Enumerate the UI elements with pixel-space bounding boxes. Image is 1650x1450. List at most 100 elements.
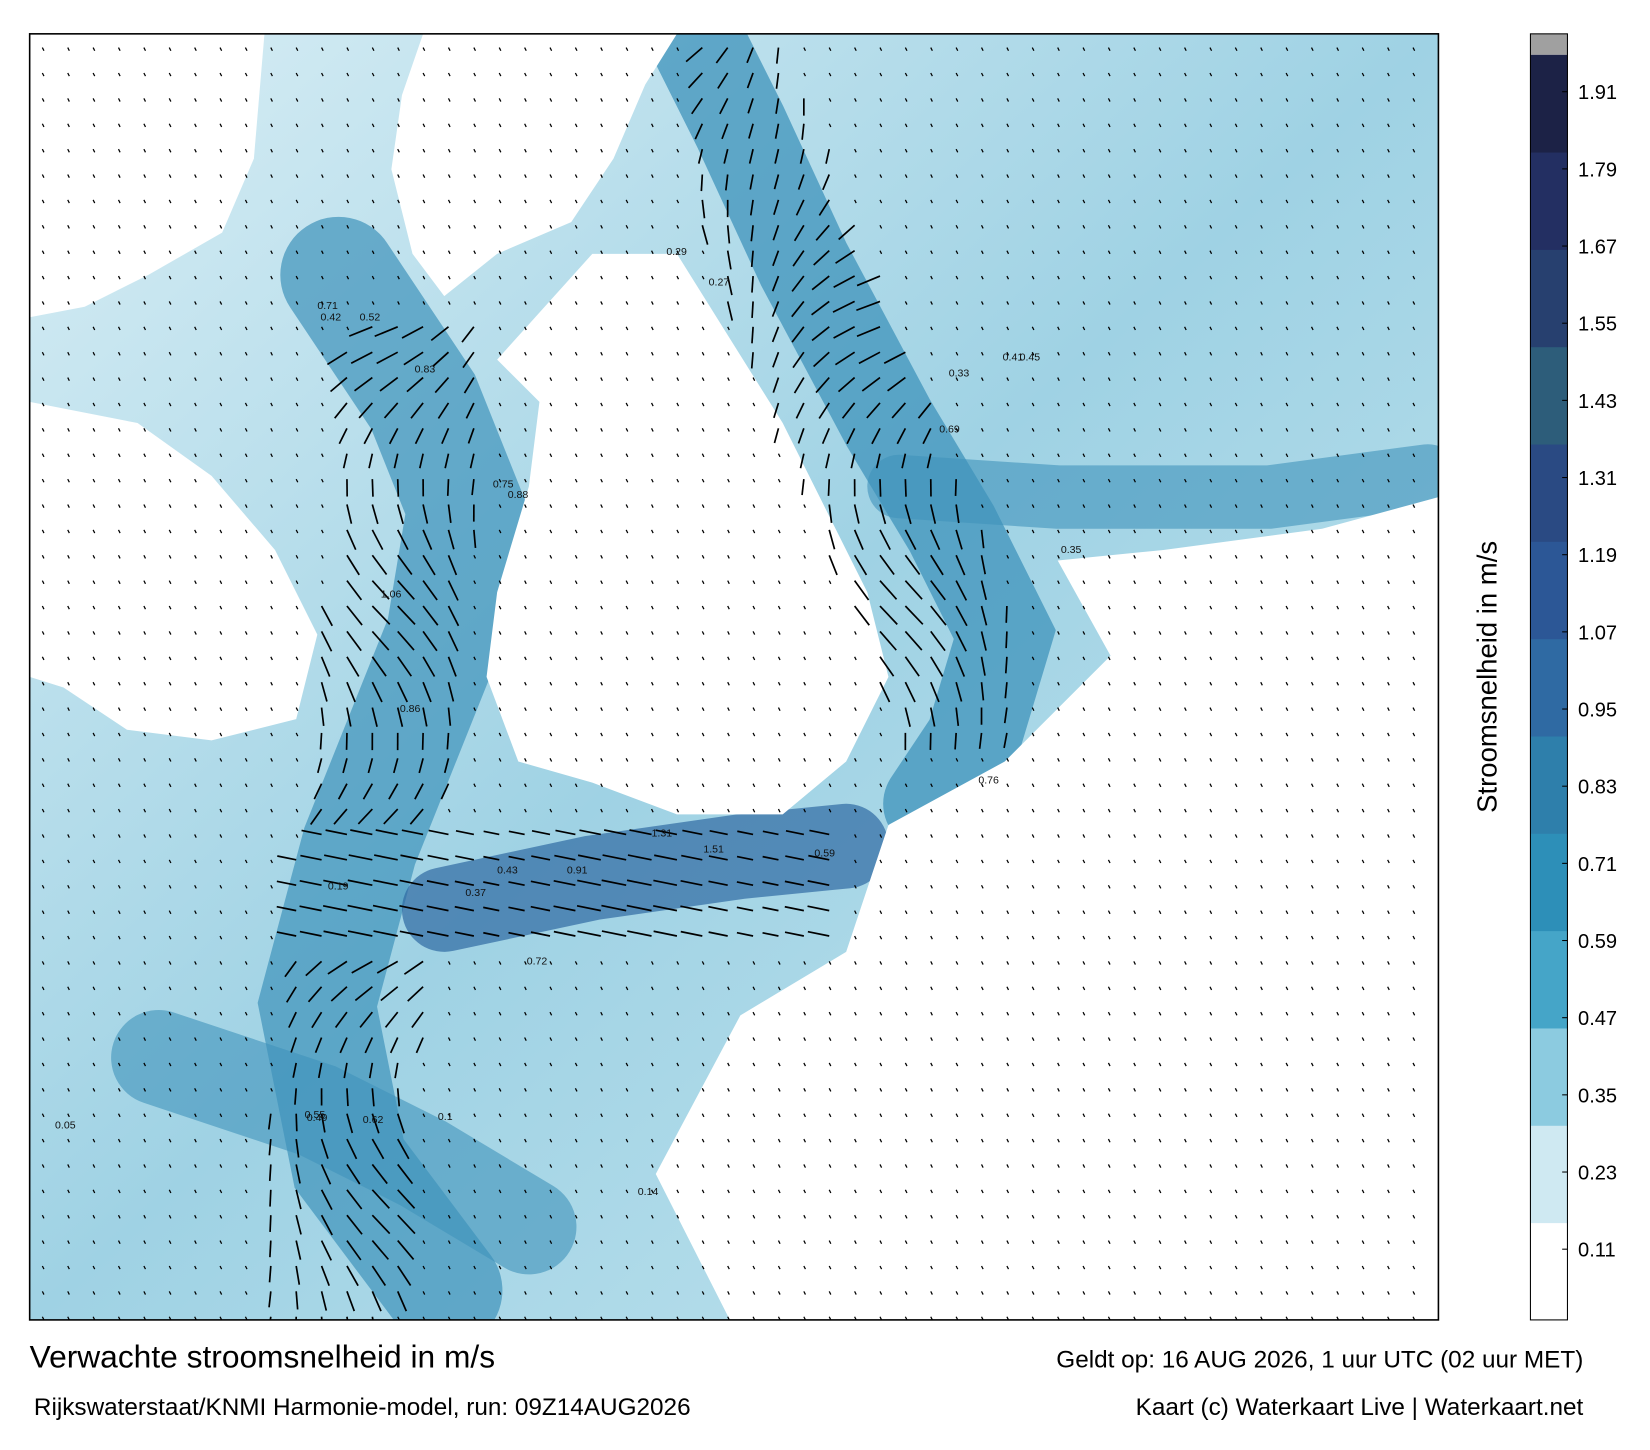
current-arrow xyxy=(549,377,553,382)
current-arrow xyxy=(650,808,654,813)
current-arrow xyxy=(422,301,426,305)
current-arrow xyxy=(1107,1265,1111,1270)
current-arrow xyxy=(143,758,147,762)
current-arrow xyxy=(1057,326,1060,331)
current-arrow xyxy=(1006,859,1010,864)
current-arrow xyxy=(1209,859,1213,864)
current-arrow xyxy=(434,377,450,394)
current-arrow xyxy=(92,275,96,280)
current-arrow xyxy=(1158,834,1162,838)
current-arrow xyxy=(1260,326,1263,331)
current-arrow xyxy=(67,681,70,686)
current-arrow xyxy=(955,1291,959,1295)
current-arrow xyxy=(813,250,830,266)
current-arrow xyxy=(168,732,172,737)
current-arrow xyxy=(219,453,223,458)
current-arrow xyxy=(955,377,959,382)
current-arrow xyxy=(803,1088,807,1092)
current-arrow xyxy=(143,123,147,128)
current-arrow xyxy=(1361,351,1365,356)
current-arrow xyxy=(92,961,96,965)
current-arrow xyxy=(41,1011,45,1016)
colorbar-band xyxy=(1530,152,1568,250)
current-arrow xyxy=(1057,859,1060,864)
current-arrow xyxy=(1310,98,1314,102)
current-arrow xyxy=(92,1240,96,1245)
current-arrow xyxy=(650,1214,654,1219)
current-arrow xyxy=(1361,1037,1365,1041)
current-arrow xyxy=(67,301,70,305)
current-arrow xyxy=(117,351,121,356)
current-arrow xyxy=(980,47,984,52)
current-arrow xyxy=(1361,1113,1365,1118)
current-arrow xyxy=(67,808,70,813)
current-arrow xyxy=(1082,72,1086,77)
current-arrow xyxy=(676,224,680,229)
current-arrow xyxy=(295,1189,302,1210)
current-arrow xyxy=(1133,250,1136,255)
current-arrow xyxy=(244,529,248,534)
current-arrow xyxy=(1387,1138,1390,1143)
current-arrow xyxy=(803,1037,807,1041)
current-arrow xyxy=(1158,910,1162,915)
current-arrow xyxy=(1310,453,1314,458)
current-arrow xyxy=(879,250,883,255)
current-arrow xyxy=(1336,1189,1340,1194)
current-arrow xyxy=(1285,148,1289,153)
current-arrow xyxy=(574,1214,578,1219)
current-arrow xyxy=(320,1113,326,1133)
current-arrow xyxy=(1361,1240,1365,1245)
current-arrow xyxy=(1158,681,1162,686)
current-arrow xyxy=(1209,148,1213,153)
current-arrow xyxy=(397,554,413,576)
current-arrow xyxy=(455,830,475,836)
current-arrow xyxy=(384,1011,399,1028)
current-arrow xyxy=(955,1214,959,1219)
current-arrow xyxy=(1082,707,1086,712)
current-arrow xyxy=(295,72,299,77)
current-arrow xyxy=(854,1062,857,1067)
current-arrow xyxy=(1361,859,1365,864)
current-arrow xyxy=(1133,1037,1136,1041)
current-arrow xyxy=(41,961,45,965)
current-arrow xyxy=(194,554,197,559)
current-arrow xyxy=(320,707,325,726)
current-arrow xyxy=(143,1291,147,1295)
current-arrow xyxy=(980,1240,984,1245)
current-arrow xyxy=(143,808,147,813)
current-arrow xyxy=(346,1189,363,1210)
current-arrow xyxy=(168,758,172,762)
current-arrow xyxy=(143,504,147,508)
current-arrow xyxy=(117,199,121,204)
current-arrow xyxy=(1184,681,1187,686)
current-arrow xyxy=(1006,351,1010,356)
current-arrow xyxy=(1133,834,1136,838)
current-arrow xyxy=(498,554,502,559)
current-arrow xyxy=(879,72,883,77)
current-arrow xyxy=(955,554,966,576)
current-arrow xyxy=(676,351,680,356)
current-arrow xyxy=(650,554,654,559)
current-arrow xyxy=(1209,783,1213,788)
current-arrow xyxy=(244,148,248,153)
current-arrow xyxy=(295,250,299,255)
current-arrow xyxy=(1158,174,1162,178)
current-arrow xyxy=(625,758,629,762)
current-arrow xyxy=(270,275,273,280)
current-arrow xyxy=(930,250,933,255)
current-arrow xyxy=(904,808,908,813)
current-arrow xyxy=(955,681,963,702)
current-arrow xyxy=(625,1189,629,1194)
current-arrow xyxy=(524,1037,527,1041)
current-arrow xyxy=(1082,884,1086,889)
current-arrow xyxy=(727,1062,730,1067)
current-arrow xyxy=(904,656,920,677)
current-arrow xyxy=(327,960,348,975)
current-arrow xyxy=(785,830,805,836)
current-arrow xyxy=(1285,732,1289,737)
current-arrow xyxy=(1133,453,1136,458)
current-arrow xyxy=(1031,986,1035,991)
current-arrow xyxy=(549,1164,553,1168)
current-arrow xyxy=(524,1011,527,1016)
current-arrow xyxy=(904,986,908,991)
